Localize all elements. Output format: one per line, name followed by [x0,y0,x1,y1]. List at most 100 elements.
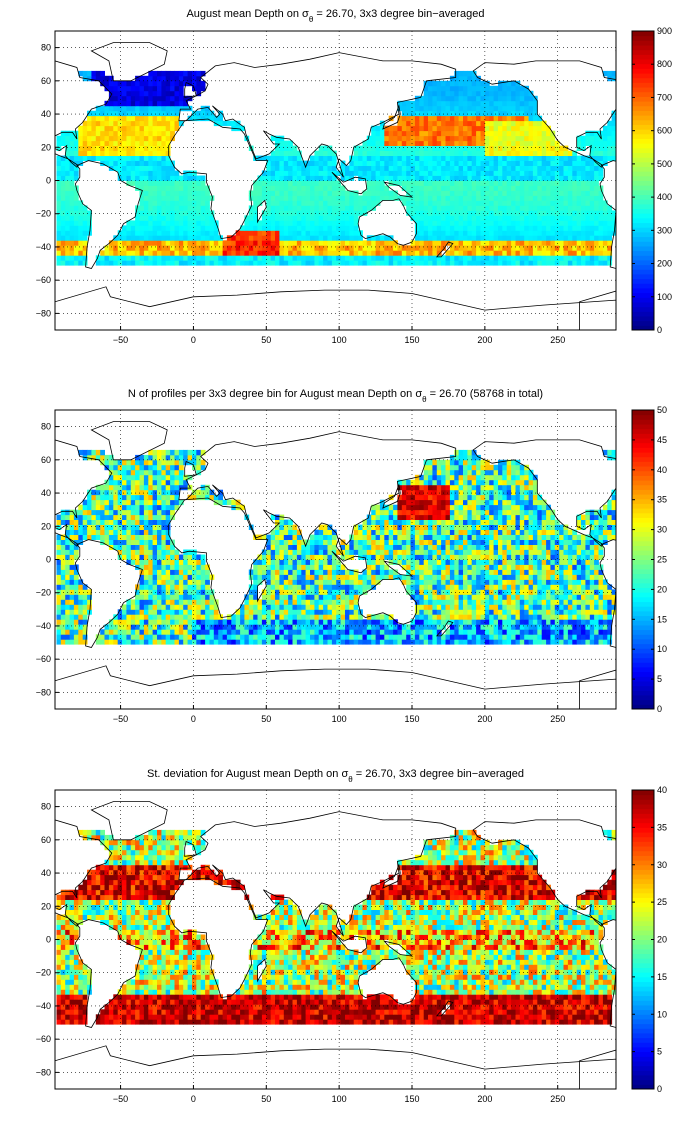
heatmap-cell [484,120,490,127]
heatmap-cell [506,190,512,196]
heatmap-cell [502,180,508,186]
heatmap-cell [157,165,162,171]
heatmap-cell [78,240,84,246]
colorbar-segment [632,91,654,97]
heatmap-cell [301,619,307,625]
heatmap-cell [519,245,525,251]
heatmap-cell [432,599,438,605]
heatmap-cell [78,200,84,206]
heatmap-cell [174,579,180,585]
heatmap-cell [358,634,363,640]
heatmap-cell [196,180,202,186]
heatmap-cell [60,170,66,176]
heatmap-cell [489,180,494,186]
heatmap-cell [428,165,433,171]
x-tick-label: 50 [261,335,271,345]
heatmap-cell [467,260,473,266]
heatmap-cell [283,205,289,211]
heatmap-cell [506,634,512,640]
heatmap-cell [493,609,499,615]
heatmap-cell [414,135,420,142]
heatmap-cell [589,604,595,610]
heatmap-cell [157,235,162,241]
heatmap-cell [178,95,184,102]
heatmap-cell [607,150,613,156]
heatmap-cell [607,594,613,600]
heatmap-cell [91,135,97,142]
coastline [331,171,368,195]
heatmap-cell [226,255,232,261]
heatmap-cell [143,225,149,231]
heatmap-cell [231,255,237,261]
heatmap-cell [65,594,70,600]
heatmap-cell [484,639,490,645]
heatmap-cell [524,120,529,127]
heatmap-cell [449,145,455,151]
heatmap-cell [484,170,490,176]
heatmap-cell [423,205,429,211]
heatmap-cell [327,225,333,231]
heatmap-cell [493,90,499,97]
heatmap-cell [56,185,62,191]
heatmap-cell [187,624,193,630]
heatmap-cell [336,180,341,186]
heatmap-cell [108,619,114,625]
heatmap-cell [537,200,543,206]
heatmap-cell [366,135,372,142]
heatmap-cell [231,614,237,620]
heatmap-cell [502,230,508,236]
heatmap-cell [305,260,311,266]
heatmap-cell [288,145,293,151]
heatmap-cell [515,165,521,171]
heatmap-cell [205,624,210,630]
heatmap-cell [248,220,254,226]
heatmap-cell [498,170,503,176]
heatmap-cell [528,584,534,590]
heatmap-cell [82,619,88,625]
heatmap-cell [283,589,289,595]
heatmap-cell [454,594,460,600]
heatmap-cell [489,190,494,196]
heatmap-cell [279,145,285,151]
heatmap-cell [209,110,215,117]
heatmap-cell [314,180,320,186]
heatmap-cell [436,135,442,142]
heatmap-cell [56,629,62,635]
heatmap-cell [135,250,140,256]
heatmap-cell [598,240,604,246]
heatmap-cell [183,589,188,595]
heatmap-cell [157,155,162,161]
heatmap-cell [541,245,547,251]
heatmap-cell [528,594,534,600]
heatmap-cell [559,614,564,620]
heatmap-cell [318,230,324,236]
heatmap-cell [296,230,302,236]
heatmap-cell [384,634,390,640]
heatmap-cell [559,160,564,166]
heatmap-cell [476,195,481,201]
heatmap-cell [139,195,145,201]
heatmap-cell [100,120,105,127]
heatmap-cell [519,195,525,201]
heatmap-cell [375,240,381,246]
heatmap-cell [292,170,298,176]
heatmap-cell [493,210,499,216]
heatmap-cell [607,215,613,221]
heatmap-cell [231,120,237,127]
heatmap-cell [585,215,591,221]
heatmap-cell [314,639,320,645]
heatmap-cell [467,200,473,206]
heatmap-cell [489,95,494,102]
heatmap-cell [585,634,591,640]
heatmap-cell [550,639,556,645]
heatmap-cell [366,619,372,625]
heatmap-cell [436,105,442,112]
heatmap-cell [73,175,79,181]
heatmap-cell [436,609,442,615]
heatmap-cell [550,230,556,236]
heatmap-cell [95,150,101,156]
heatmap-cell [489,170,494,176]
heatmap-cell [318,579,324,585]
heatmap-cell [261,215,267,221]
heatmap-cell [489,90,494,97]
